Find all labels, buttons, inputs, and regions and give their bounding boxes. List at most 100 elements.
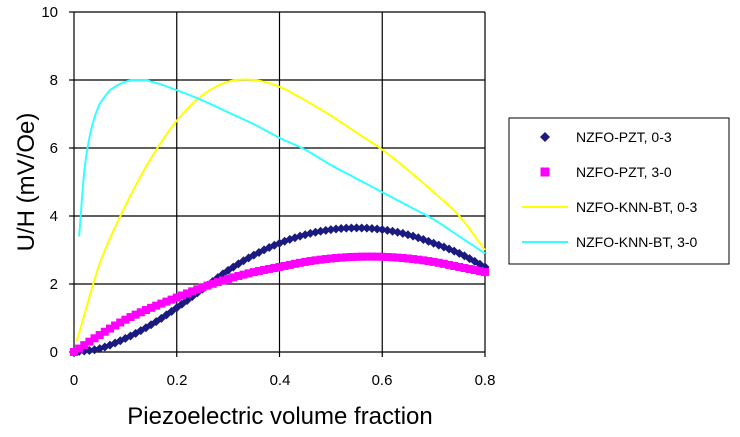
data-point	[450, 261, 459, 270]
legend-marker-symbol	[540, 132, 550, 142]
x-tick-label: 0.4	[270, 372, 291, 389]
data-point	[131, 310, 140, 319]
data-point	[213, 278, 222, 287]
data-point	[403, 254, 412, 263]
y-tick-label: 10	[41, 4, 58, 21]
data-point	[152, 301, 161, 310]
data-point	[357, 223, 367, 233]
data-point	[198, 283, 207, 292]
data-point	[393, 253, 402, 262]
y-tick-label: 6	[50, 140, 58, 157]
data-point	[285, 260, 294, 269]
data-point	[100, 327, 109, 336]
legend-label: NZFO-PZT, 0-3	[576, 129, 672, 145]
data-point	[270, 263, 279, 272]
data-point	[311, 256, 320, 265]
x-tick-label: 0.6	[372, 372, 393, 389]
series-4	[78, 79, 486, 255]
x-tick-label: 0.2	[167, 372, 188, 389]
plot-area	[69, 78, 490, 357]
data-point	[244, 269, 253, 278]
data-point	[316, 255, 325, 264]
x-axis-title: Piezoelectric volume fraction	[127, 403, 432, 430]
data-point	[336, 224, 346, 234]
data-point	[177, 291, 186, 300]
data-point	[429, 257, 438, 266]
data-point	[306, 257, 315, 266]
data-point	[470, 266, 479, 275]
grid	[69, 11, 486, 357]
data-point	[126, 313, 135, 322]
data-point	[254, 266, 263, 275]
y-tick-label: 4	[50, 208, 58, 225]
data-point	[414, 255, 423, 264]
legend-label: NZFO-KNN-BT, 0-3	[576, 199, 698, 215]
data-point	[249, 268, 258, 277]
data-point	[239, 270, 248, 279]
data-point	[445, 260, 454, 269]
x-tick-labels: 0 0.2 0.4 0.6 0.8	[70, 372, 496, 389]
data-point	[439, 259, 448, 268]
data-point	[346, 223, 356, 233]
data-point	[481, 268, 489, 277]
data-point	[260, 265, 269, 274]
data-point	[90, 334, 99, 343]
data-point	[275, 263, 284, 271]
data-point	[341, 223, 351, 233]
legend-label: NZFO-PZT, 3-0	[576, 164, 672, 180]
series-line	[75, 78, 486, 343]
legend-label: NZFO-KNN-BT, 3-0	[576, 234, 698, 250]
data-point	[321, 255, 330, 264]
series-2	[70, 252, 489, 356]
data-point	[208, 279, 217, 288]
data-point	[352, 252, 361, 261]
data-point	[332, 254, 341, 263]
data-point	[367, 224, 377, 234]
data-point	[290, 259, 299, 268]
data-point	[388, 253, 397, 262]
data-point	[95, 331, 104, 339]
y-tick-labels: 0 2 4 6 8 10	[41, 4, 58, 361]
data-point	[203, 281, 212, 290]
data-point	[475, 267, 484, 276]
legend-box	[508, 117, 730, 265]
data-point	[193, 285, 202, 294]
data-point	[111, 321, 120, 330]
y-tick-label: 8	[50, 72, 58, 89]
data-point	[162, 297, 171, 306]
data-point	[157, 299, 166, 308]
data-point	[347, 253, 356, 262]
data-point	[460, 264, 469, 273]
data-point	[419, 256, 428, 265]
data-point	[373, 252, 382, 261]
data-point	[465, 265, 474, 274]
data-point	[383, 253, 392, 262]
x-tick-label: 0.8	[475, 372, 496, 389]
data-point	[147, 303, 156, 312]
data-point	[85, 337, 94, 346]
data-point	[326, 254, 335, 263]
data-point	[116, 318, 125, 327]
data-point	[141, 306, 150, 315]
data-point	[301, 257, 310, 266]
series-3	[75, 78, 486, 343]
data-point	[80, 341, 89, 350]
y-tick-label: 0	[50, 344, 58, 361]
data-point	[398, 254, 407, 263]
data-point	[136, 308, 145, 317]
data-point	[372, 224, 382, 234]
data-point	[70, 348, 78, 356]
data-point	[362, 252, 371, 261]
x-tick-label: 0	[70, 372, 78, 389]
data-point	[409, 255, 418, 264]
data-point	[218, 276, 227, 285]
data-point	[337, 253, 346, 262]
y-tick-label: 2	[50, 276, 58, 293]
data-point	[265, 264, 274, 273]
data-point	[362, 223, 372, 233]
data-point	[105, 324, 114, 333]
data-point	[331, 224, 341, 234]
data-point	[424, 257, 433, 266]
data-point	[455, 263, 464, 271]
